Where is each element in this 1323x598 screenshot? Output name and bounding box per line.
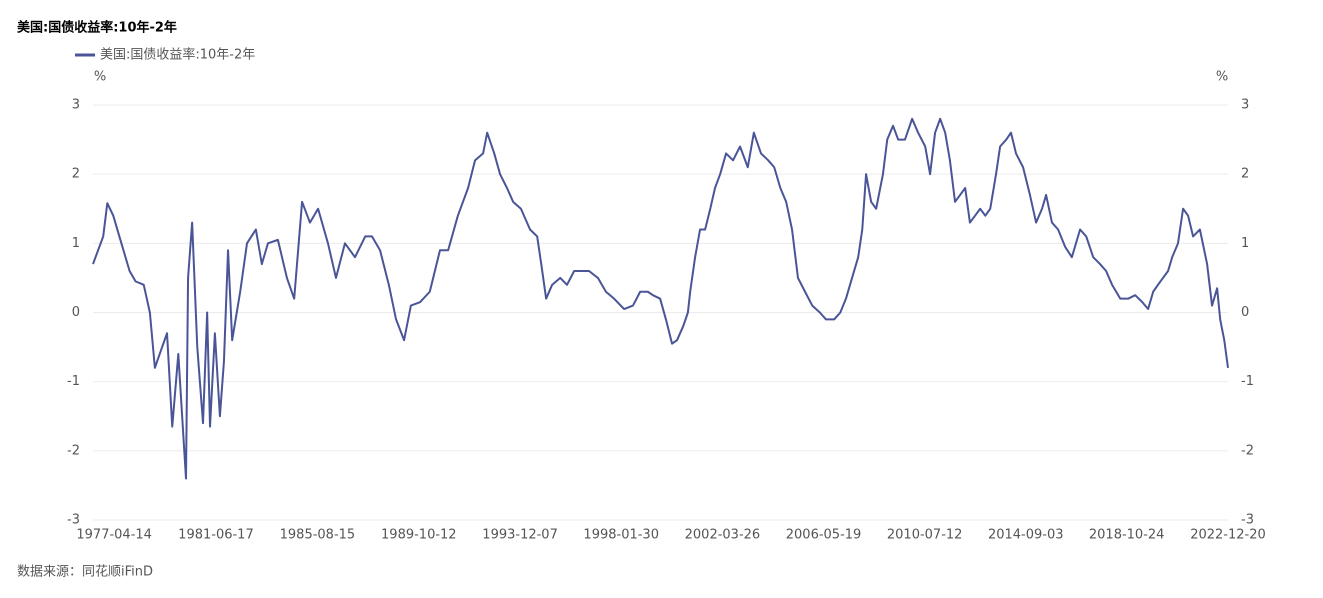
y-tick-label: -3 [67,513,80,528]
x-tick-label: 2002-03-26 [685,528,761,543]
y-tick-label: 2 [72,167,80,182]
y-tick-label: -1 [67,374,80,389]
x-tick-label: 1977-04-14 [76,528,152,543]
x-tick-label: 1989-10-12 [381,528,457,543]
x-tick-label: 2018-10-24 [1089,528,1165,543]
x-tick-label: 1998-01-30 [583,528,659,543]
y2-tick-label: -1 [1241,374,1254,389]
x-tick-label: 1993-12-07 [482,528,558,543]
legend-label: 美国:国债收益率:10年-2年 [100,47,255,63]
source-note: 数据来源：同花顺iFinD [17,564,153,580]
chart-title: 美国:国债收益率:10年-2年 [17,20,177,36]
x-tick-label: 2010-07-12 [887,528,963,543]
y2-tick-label: 0 [1241,305,1249,320]
x-tick-label: 2006-05-19 [786,528,862,543]
x-tick-label: 1985-08-15 [280,528,356,543]
x-tick-label: 2022-12-20 [1190,528,1266,543]
y2-tick-label: -3 [1241,513,1254,528]
y2-unit: % [1216,70,1228,85]
x-tick-label: 1981-06-17 [178,528,254,543]
y2-tick-label: 3 [1241,98,1249,113]
y2-tick-label: 2 [1241,167,1249,182]
series-line [92,117,1229,480]
y-unit: % [94,70,106,85]
y-tick-label: -2 [67,443,80,458]
y-tick-label: 3 [72,98,80,113]
y-tick-label: 1 [72,236,80,251]
y2-tick-label: -2 [1241,443,1254,458]
y2-tick-label: 1 [1241,236,1249,251]
x-tick-label: 2014-09-03 [988,528,1064,543]
y-tick-label: 0 [72,305,80,320]
